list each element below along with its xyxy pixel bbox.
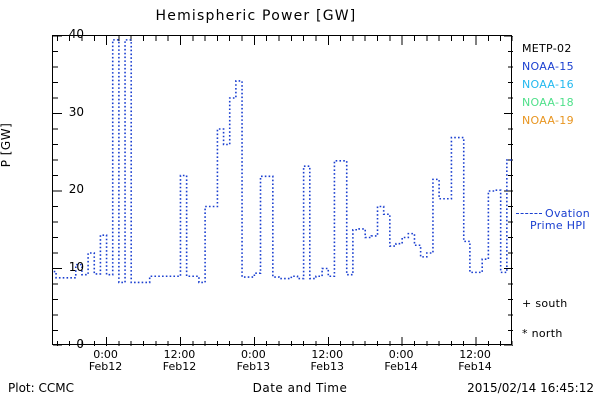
marker-legend-north: * north [522, 327, 563, 340]
marker-legend-south: + south [522, 297, 568, 310]
x-tick-time: 0:00 [241, 348, 266, 361]
asterisk-symbol-icon: * [522, 327, 528, 340]
plus-symbol-icon: + [522, 297, 532, 310]
ovation-legend: Ovation Prime HPI [516, 208, 600, 232]
plot-area [52, 35, 513, 346]
ovation-label-line1: Ovation [545, 207, 591, 220]
x-tick-date: Feb12 [88, 360, 123, 373]
x-tick-time: 12:00 [311, 348, 344, 361]
x-tick-date: Feb14 [458, 360, 492, 373]
footer-timestamp: 2015/02/14 16:45:12 [467, 381, 594, 395]
x-tick-label: 0:00 Feb13 [223, 349, 283, 373]
x-tick-label: 12:00 Feb13 [297, 349, 357, 373]
x-axis-label: Date and Time [252, 381, 348, 395]
legend-entry-noaa-18: NOAA-18 [522, 96, 574, 109]
legend-entry-noaa-16: NOAA-16 [522, 78, 574, 91]
x-tick-time: 12:00 [459, 348, 491, 361]
legend-entry-metp-02: METP-02 [522, 42, 572, 55]
x-tick-time: 0:00 [388, 348, 414, 361]
legend-entry-noaa-15: NOAA-15 [522, 60, 574, 73]
series-legend: METP-02 NOAA-15 NOAA-16 NOAA-18 NOAA-19 [522, 40, 600, 130]
x-tick-label: 12:00 Feb12 [149, 349, 209, 373]
x-tick-time: 12:00 [163, 348, 196, 361]
marker-label-south: south [535, 297, 568, 310]
legend-entry-noaa-19: NOAA-19 [522, 114, 574, 127]
x-tick-date: Feb13 [310, 360, 344, 373]
x-tick-date: Feb14 [384, 360, 418, 373]
x-tick-label: 12:00 Feb14 [445, 349, 505, 373]
footer-plot-source: Plot: CCMC [8, 381, 74, 395]
marker-label-north: north [531, 327, 563, 340]
y-axis-label: P [GW] [0, 122, 13, 168]
x-tick-label: 0:00 Feb14 [371, 349, 431, 373]
x-tick-label: 0:00 Feb12 [76, 349, 136, 373]
data-plot [53, 36, 513, 346]
x-tick-time: 0:00 [93, 348, 118, 361]
ovation-label-line2: Prime HPI [530, 219, 586, 232]
ovation-dash-icon [516, 213, 542, 214]
x-tick-date: Feb13 [236, 360, 271, 373]
x-tick-date: Feb12 [162, 360, 197, 373]
chart-title: Hemispheric Power [GW] [155, 8, 357, 24]
